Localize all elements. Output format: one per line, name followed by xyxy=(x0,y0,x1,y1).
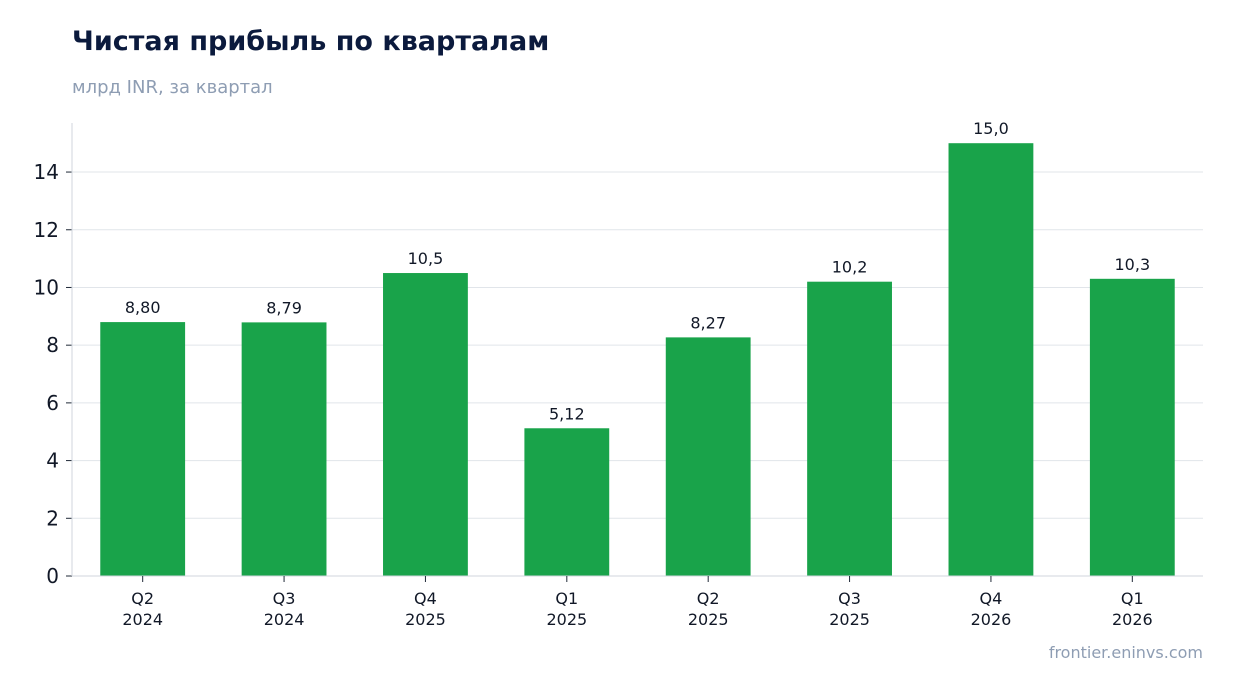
x-tick-label-year: 2025 xyxy=(546,610,587,629)
bar xyxy=(383,273,468,576)
bar xyxy=(948,143,1034,576)
data-label: 10,2 xyxy=(832,258,868,277)
x-tick-label-year: 2024 xyxy=(122,610,163,629)
x-tick-label-year: 2025 xyxy=(405,610,446,629)
x-tick-label-quarter: Q2 xyxy=(697,589,720,608)
x-tick-label-year: 2026 xyxy=(1112,610,1153,629)
source-note: frontier.eninvs.com xyxy=(1048,643,1203,662)
bar xyxy=(807,281,892,576)
y-tick-label: 6 xyxy=(46,391,59,415)
data-label: 10,3 xyxy=(1115,255,1151,274)
data-label: 5,12 xyxy=(549,404,585,423)
x-tick-label-year: 2026 xyxy=(971,610,1012,629)
y-tick-label: 14 xyxy=(34,160,59,184)
data-label: 8,80 xyxy=(125,298,161,317)
x-tick-label-quarter: Q3 xyxy=(273,589,296,608)
y-tick-label: 12 xyxy=(34,218,59,242)
x-tick-label-quarter: Q1 xyxy=(555,589,578,608)
y-tick-label: 2 xyxy=(46,506,59,530)
y-tick-label: 4 xyxy=(46,449,59,473)
data-label: 15,0 xyxy=(973,119,1009,138)
x-tick-label-year: 2025 xyxy=(829,610,870,629)
y-tick-label: 8 xyxy=(46,333,59,357)
data-label: 8,27 xyxy=(690,313,726,332)
x-tick-label-year: 2025 xyxy=(688,610,729,629)
x-tick-label-quarter: Q3 xyxy=(838,589,861,608)
data-label: 10,5 xyxy=(408,249,444,268)
bar xyxy=(665,337,751,576)
x-tick-label-quarter: Q4 xyxy=(980,589,1003,608)
bar xyxy=(241,322,327,576)
y-tick-label: 10 xyxy=(34,275,59,299)
bar xyxy=(100,322,186,576)
x-tick-label-quarter: Q4 xyxy=(414,589,437,608)
x-tick-label-quarter: Q2 xyxy=(131,589,154,608)
y-tick-label: 0 xyxy=(46,564,59,588)
x-tick-label-year: 2024 xyxy=(264,610,305,629)
axes: 0 2 4 6 8 10 12 14 Q2 2024 Q3 2024 Q4 2025 Q1 2025 Q2 202… xyxy=(34,123,1203,629)
chart-title: Чистая прибыль по кварталам xyxy=(72,26,550,57)
bar xyxy=(1089,278,1175,576)
x-tick-label-quarter: Q1 xyxy=(1121,589,1144,608)
bars xyxy=(100,143,1175,576)
bar xyxy=(524,428,610,576)
data-labels: 8,80 8,79 10,5 5,12 8,27 10,2 15,0 10,3 xyxy=(125,119,1150,423)
data-label: 8,79 xyxy=(266,298,302,317)
chart-subtitle: млрд INR, за квартал xyxy=(72,77,273,98)
